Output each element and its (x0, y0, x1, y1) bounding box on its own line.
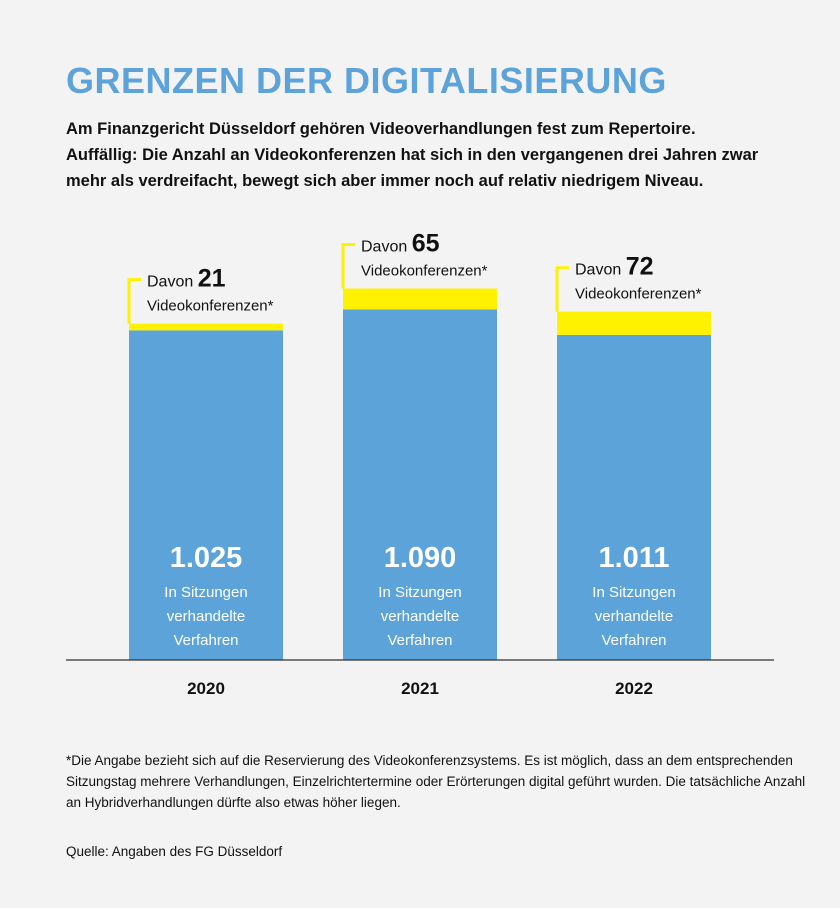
bar-video-segment (343, 288, 497, 310)
footnote-line: *Die Angabe bezieht sich auf die Reservi… (66, 753, 793, 768)
footnote: *Die Angabe bezieht sich auf die Reservi… (66, 750, 806, 813)
x-tick-label: 2021 (401, 679, 439, 698)
x-tick-label: 2020 (187, 679, 225, 698)
callout-suffix: Videokonferenzen* (361, 263, 488, 280)
callout-prefix: Davon (575, 262, 626, 279)
callout-label: Davon 65 (361, 230, 440, 258)
video-count-label: 21 (198, 265, 226, 293)
chart-title: GRENZEN DER DIGITALISIERUNG (66, 60, 667, 101)
bar-description: verhandelte (381, 608, 459, 625)
bar-value-label: 1.011 (599, 542, 670, 574)
bar-main (129, 330, 283, 660)
bar-description: Verfahren (387, 632, 452, 649)
subtitle-line: Am Finanzgericht Düsseldorf gehören Vide… (66, 120, 696, 138)
video-count-label: 65 (412, 230, 440, 258)
bar-description: In Sitzungen (592, 584, 675, 601)
bar-main (557, 334, 711, 660)
callout-label: Davon 21 (147, 265, 226, 293)
bar-description: verhandelte (167, 608, 245, 625)
video-count-label: 72 (626, 253, 654, 281)
callout-line (341, 243, 355, 289)
bar-description: Verfahren (601, 632, 666, 649)
x-tick-label: 2022 (615, 679, 653, 698)
bar-value-label: 1.025 (170, 542, 243, 574)
chart-subtitle: Am Finanzgericht Düsseldorf gehören Vide… (66, 116, 786, 194)
bar-description: In Sitzungen (164, 584, 247, 601)
source-note: Quelle: Angaben des FG Düsseldorf (66, 844, 283, 859)
bar-value-label: 1.090 (384, 542, 457, 574)
subtitle-line: mehr als verdreifacht, bewegt sich aber … (66, 172, 704, 190)
footnote-line: an Hybridverhandlungen dürfte also etwas… (66, 795, 401, 810)
bar-main (343, 309, 497, 660)
bar-description: verhandelte (595, 608, 673, 625)
callout-suffix: Videokonferenzen* (147, 298, 274, 315)
callout-prefix: Davon (147, 274, 198, 291)
callout-line (555, 266, 569, 312)
footnote-line: Sitzungstag mehrere Verhandlungen, Einze… (66, 774, 806, 789)
bar-description: Verfahren (173, 632, 238, 649)
bar-video-segment (557, 311, 711, 335)
callout-label: Davon 72 (575, 253, 654, 281)
callout-prefix: Davon (361, 239, 412, 256)
bar-description: In Sitzungen (378, 584, 461, 601)
subtitle-line: Auffällig: Die Anzahl an Videokonferenze… (66, 146, 759, 164)
callout-suffix: Videokonferenzen* (575, 286, 702, 303)
callout-line (127, 278, 141, 324)
bar-video-segment (129, 323, 283, 331)
